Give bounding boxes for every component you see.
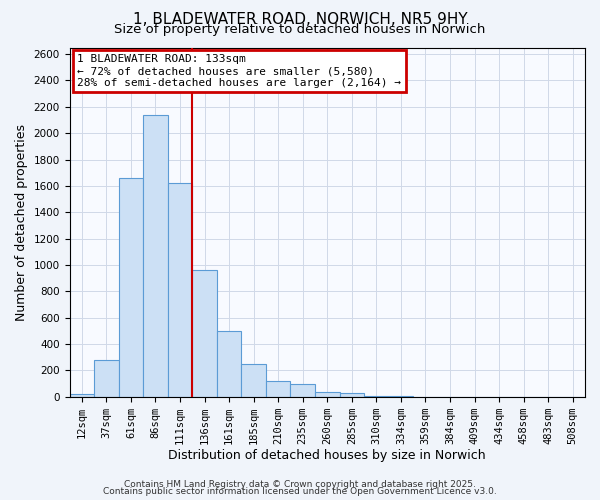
Bar xyxy=(241,364,266,396)
Bar xyxy=(119,178,143,396)
X-axis label: Distribution of detached houses by size in Norwich: Distribution of detached houses by size … xyxy=(169,450,486,462)
Bar xyxy=(168,183,192,396)
Text: Contains HM Land Registry data © Crown copyright and database right 2025.: Contains HM Land Registry data © Crown c… xyxy=(124,480,476,489)
Text: Contains public sector information licensed under the Open Government Licence v3: Contains public sector information licen… xyxy=(103,487,497,496)
Bar xyxy=(266,381,290,396)
Text: 1, BLADEWATER ROAD, NORWICH, NR5 9HY: 1, BLADEWATER ROAD, NORWICH, NR5 9HY xyxy=(133,12,467,26)
Y-axis label: Number of detached properties: Number of detached properties xyxy=(15,124,28,320)
Bar xyxy=(340,394,364,396)
Bar xyxy=(70,394,94,396)
Bar xyxy=(192,270,217,396)
Bar xyxy=(217,331,241,396)
Text: Size of property relative to detached houses in Norwich: Size of property relative to detached ho… xyxy=(115,22,485,36)
Bar xyxy=(315,392,340,396)
Text: 1 BLADEWATER ROAD: 133sqm
← 72% of detached houses are smaller (5,580)
28% of se: 1 BLADEWATER ROAD: 133sqm ← 72% of detac… xyxy=(77,54,401,88)
Bar xyxy=(143,114,168,396)
Bar xyxy=(94,360,119,397)
Bar xyxy=(290,384,315,396)
